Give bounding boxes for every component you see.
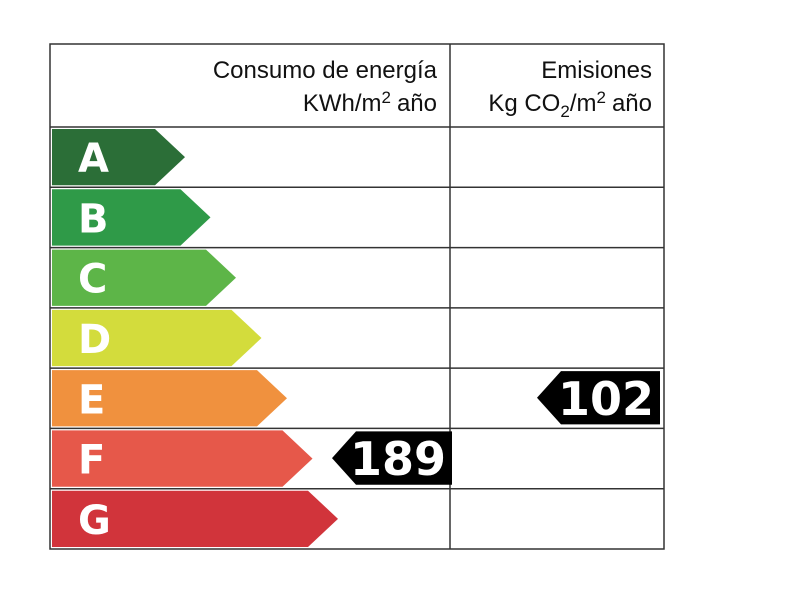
consumption-unit: KWh/m2 año [303,88,437,117]
unit-part: KWh/m [303,90,382,117]
value-pointer [537,371,660,425]
grade-arrow [52,370,287,427]
value-pointer [332,431,452,485]
unit-sup: 2 [596,88,605,107]
grade-letter: G [78,498,111,544]
grade-letter: B [78,196,109,242]
emissions-unit: Kg CO2/m2 año [488,88,652,121]
grade-letter: F [78,438,105,484]
grade-arrow [52,249,236,306]
grade-arrow [52,129,185,186]
grade-letter: E [78,377,105,423]
value-label: 102 [558,372,654,426]
unit-part: Kg CO [488,90,560,117]
grade-arrow [52,430,313,487]
unit-part: /m [570,90,597,117]
value-label: 189 [350,432,446,486]
unit-part: año [397,90,437,117]
unit-part: año [612,90,652,117]
unit-sup: 2 [381,88,390,107]
consumption-title: Consumo de energía [213,57,438,84]
grade-letter: A [78,136,109,182]
grade-arrow [52,189,211,246]
unit-sub: 2 [560,102,569,121]
grade-arrow [52,309,262,367]
grade-letter: C [78,257,107,303]
grade-arrow [52,490,338,547]
grade-letter: D [78,317,111,363]
emissions-title: Emisiones [541,57,652,84]
